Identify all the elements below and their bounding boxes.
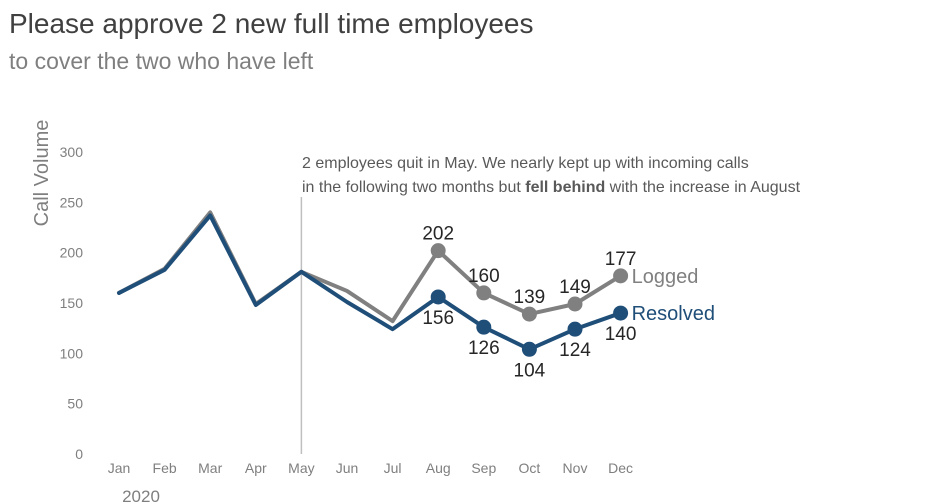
x-tick-label: Sep [471,460,496,476]
chart-subtitle: to cover the two who have left [9,48,314,74]
data-point-resolved [521,341,537,357]
annotation-text-line2: in the following two months but fell beh… [302,179,801,196]
data-point-logged [567,296,583,312]
y-tick-label: 300 [60,144,84,160]
data-label-logged: 202 [422,224,454,245]
data-label-logged: 139 [514,287,546,308]
data-label-logged: 177 [605,249,637,270]
x-tick-label: Jul [384,460,402,476]
data-point-resolved [430,289,446,305]
x-tick-label: Nov [563,460,588,476]
data-point-logged [476,285,492,301]
series-label-logged: Logged [632,266,699,288]
y-axis-label: Call Volume [31,120,53,227]
data-label-logged: 149 [559,277,591,298]
annotation-text-line1: 2 employees quit in May. We nearly kept … [302,155,749,172]
x-tick-label: Mar [198,460,222,476]
data-label-resolved: 124 [559,340,591,361]
series-line-logged [117,210,623,324]
data-point-resolved [476,319,492,335]
x-tick-label: May [288,460,314,476]
x-tick-label: Dec [608,460,633,476]
annotation-emphasis: fell behind [525,179,605,196]
data-label-logged: 160 [468,266,500,287]
x-tick-label: Jan [108,460,131,476]
series-label-resolved: Resolved [632,303,715,325]
y-tick-label: 0 [75,446,83,462]
data-label-resolved: 156 [422,308,454,329]
data-label-resolved: 104 [514,360,546,381]
data-label-resolved: 126 [468,338,500,359]
x-tick-label: Apr [245,460,267,476]
data-label-resolved: 140 [605,324,637,345]
data-point-resolved [567,321,583,337]
x-tick-label: Aug [426,460,451,476]
data-point-resolved [613,305,629,321]
y-tick-label: 250 [60,194,84,210]
x-tick-label: Jun [336,460,359,476]
series-line-resolved [117,213,623,352]
y-tick-label: 150 [60,295,84,311]
data-point-logged [430,243,446,259]
data-point-logged [613,268,629,284]
chart-title: Please approve 2 new full time employees [9,8,534,39]
y-tick-label: 50 [67,396,83,412]
x-tick-label: Feb [153,460,177,476]
y-tick-label: 200 [60,245,84,261]
data-point-logged [521,306,537,322]
y-tick-label: 100 [60,345,84,361]
x-axis-year-label: 2020 [122,487,160,504]
x-tick-label: Oct [519,460,541,476]
